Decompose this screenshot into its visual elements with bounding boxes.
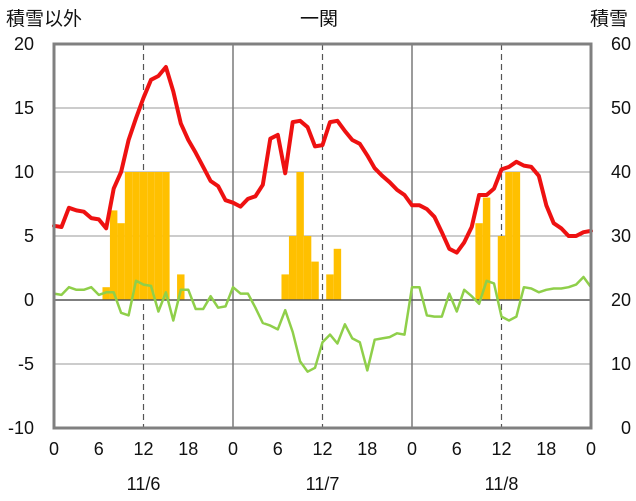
- x-tick-label: 18: [357, 439, 377, 459]
- snow-bar: [482, 197, 491, 300]
- right-tick-label: 50: [611, 98, 631, 118]
- left-tick-label: 10: [14, 162, 34, 182]
- snow-bar: [132, 172, 140, 300]
- day-label: 11/7: [306, 474, 340, 494]
- day-label: 11/6: [127, 474, 161, 494]
- right-tick-label: 30: [611, 226, 631, 246]
- left-tick-label: 20: [14, 34, 34, 54]
- left-axis-header: 積雪以外: [6, 9, 83, 30]
- snow-bar: [475, 223, 483, 300]
- x-tick-label: 18: [178, 439, 198, 459]
- snow-bar: [512, 172, 521, 300]
- snow-bar: [124, 172, 133, 300]
- snow-bar: [139, 172, 148, 300]
- x-tick-label: 12: [312, 439, 332, 459]
- x-tick-label: 0: [407, 439, 417, 459]
- right-tick-label: 20: [611, 290, 631, 310]
- snow-bar: [326, 274, 334, 300]
- snow-bar: [296, 172, 304, 300]
- right-tick-label: 60: [611, 34, 631, 54]
- snow-bar: [281, 274, 289, 300]
- snow-bar: [177, 274, 185, 300]
- snow-bar: [497, 236, 506, 300]
- plot-frame: [52, 42, 593, 430]
- snow-bar: [505, 172, 513, 300]
- x-tick-label: 0: [586, 439, 596, 459]
- x-tick-label: 0: [228, 439, 238, 459]
- left-tick-label: -10: [8, 418, 34, 438]
- x-tick-label: 12: [491, 439, 511, 459]
- temperature-series-line: [52, 65, 593, 255]
- left-tick-label: -5: [18, 354, 34, 374]
- x-tick-label: 12: [133, 439, 153, 459]
- x-tick-label: 0: [49, 439, 59, 459]
- snow-bar: [147, 172, 155, 300]
- snow-bar: [162, 172, 170, 300]
- x-tick-label: 6: [273, 439, 283, 459]
- right-axis-header: 積雪: [589, 9, 628, 30]
- snow-bar: [109, 210, 118, 300]
- chart-title: 一関: [300, 9, 339, 30]
- right-tick-label: 10: [611, 354, 631, 374]
- right-tick-label: 0: [621, 418, 631, 438]
- x-tick-label: 18: [536, 439, 556, 459]
- x-tick-label: 6: [94, 439, 104, 459]
- right-tick-label: 40: [611, 162, 631, 182]
- left-tick-label: 5: [24, 226, 34, 246]
- snow-bar: [303, 236, 312, 300]
- day-label: 11/8: [485, 474, 519, 494]
- left-tick-label: 15: [14, 98, 34, 118]
- axis-layer: [52, 42, 593, 430]
- snow-bar: [154, 172, 163, 300]
- left-tick-label: 0: [24, 290, 34, 310]
- snow-bar: [117, 223, 125, 300]
- wind-series-line: [52, 275, 593, 373]
- snow-bar: [311, 261, 319, 300]
- snow-bar: [288, 236, 297, 300]
- snow-bar-layer: [54, 172, 591, 301]
- snow-bar: [333, 248, 342, 300]
- x-tick-label: 6: [452, 439, 462, 459]
